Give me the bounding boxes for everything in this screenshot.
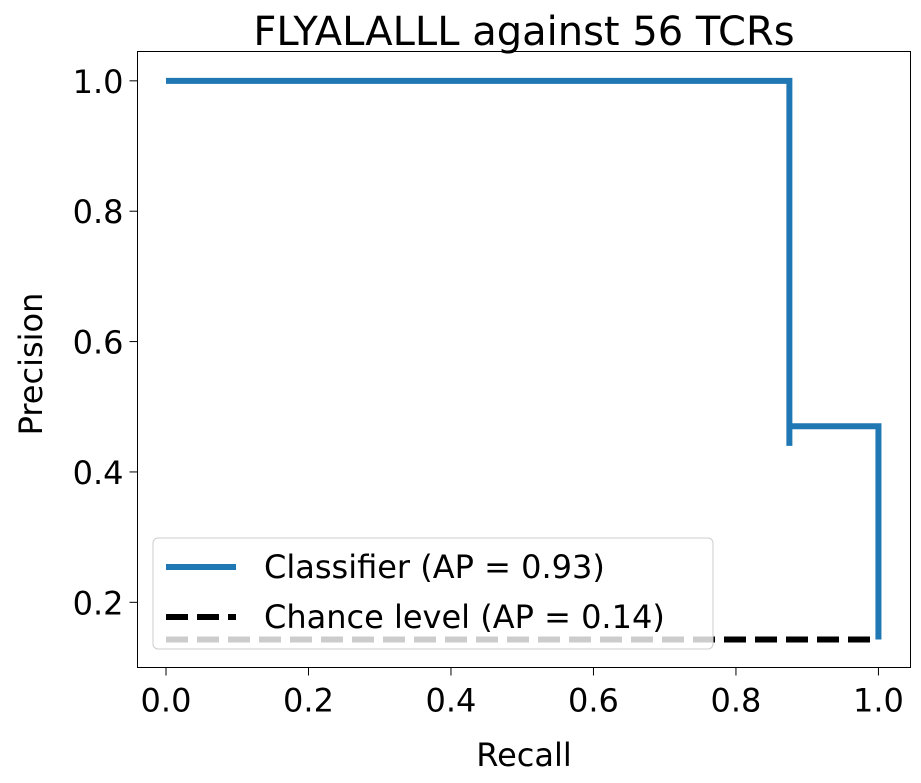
y-tick-label: 0.6 — [73, 324, 124, 362]
x-tick-label: 0.4 — [426, 682, 477, 720]
legend-box — [152, 537, 714, 650]
x-axis-ticks: 0.0 0.2 0.4 0.6 0.8 1.0 — [141, 667, 904, 720]
x-tick-label: 0.6 — [568, 682, 619, 720]
chart-title: FLYALALLL against 56 TCRs — [253, 9, 794, 55]
x-axis-label: Recall — [476, 736, 571, 774]
x-tick-label: 0.0 — [141, 682, 192, 720]
legend: Classifier (AP = 0.93) Chance level (AP … — [152, 537, 714, 650]
x-tick-label: 0.8 — [711, 682, 762, 720]
axes-frame — [137, 51, 911, 668]
x-tick-label: 0.2 — [283, 682, 334, 720]
y-tick-label: 0.4 — [73, 454, 124, 492]
y-tick-label: 0.8 — [73, 193, 124, 231]
x-tick-label: 1.0 — [853, 682, 904, 720]
legend-label-classifier: Classifier (AP = 0.93) — [264, 548, 605, 586]
legend-label-chance-level: Chance level (AP = 0.14) — [264, 598, 665, 636]
y-tick-label: 1.0 — [73, 63, 124, 101]
y-tick-label: 0.2 — [73, 584, 124, 622]
y-axis-label: Precision — [12, 293, 50, 436]
y-axis-ticks: 0.2 0.4 0.6 0.8 1.0 — [73, 63, 138, 622]
series-classifier-line — [166, 77, 882, 640]
